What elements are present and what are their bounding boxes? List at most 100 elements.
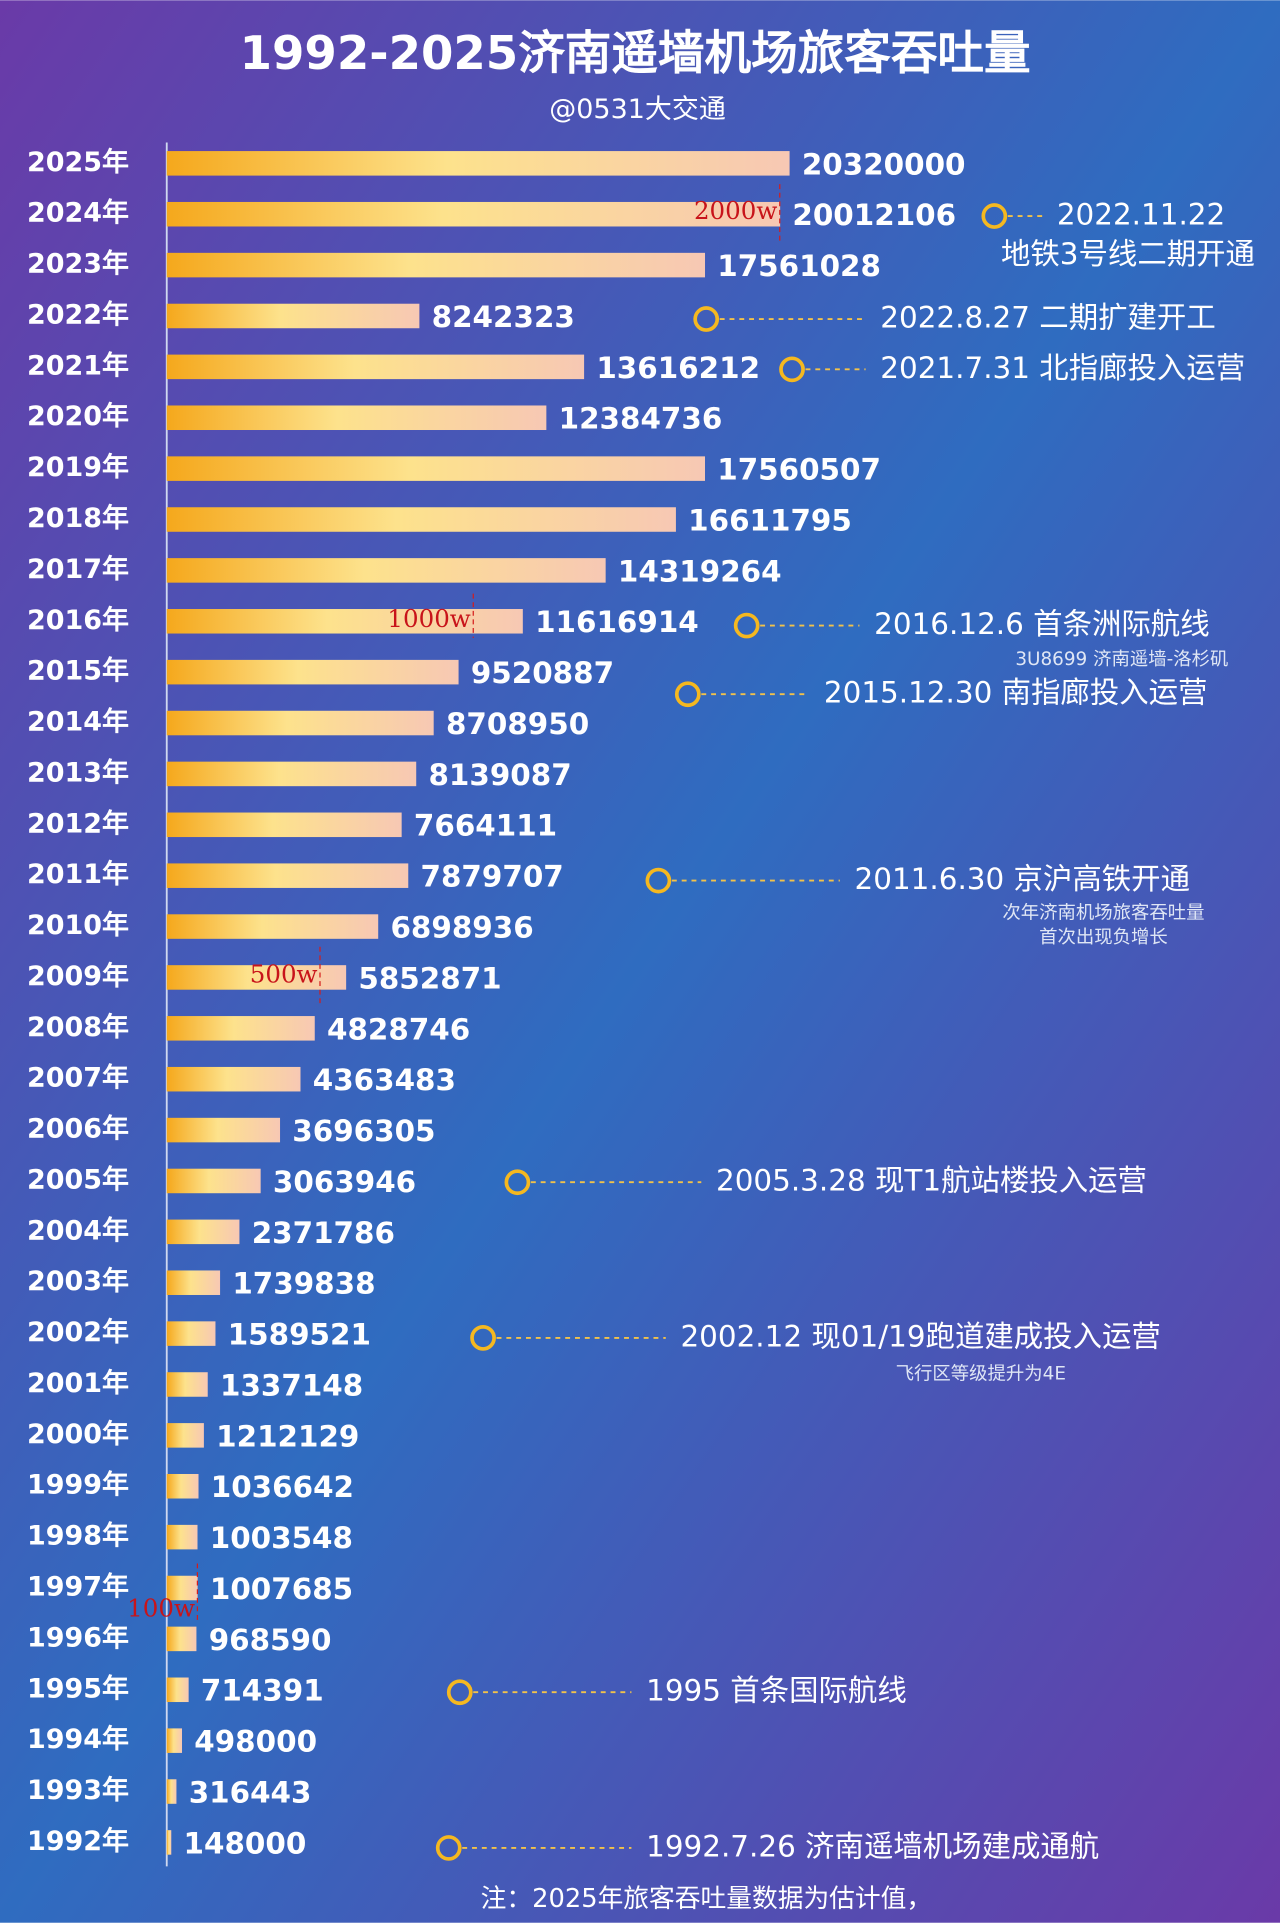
bar <box>166 303 420 329</box>
y-tick-label: 1996年 <box>27 1621 129 1653</box>
value-label: 5852871 <box>358 961 501 995</box>
annotation-note: 飞行区等级提升为4E <box>896 1364 1066 1385</box>
y-tick-label: 1998年 <box>27 1520 129 1552</box>
y-tick-label: 2015年 <box>27 655 129 687</box>
bar <box>166 1219 240 1245</box>
value-label: 1007685 <box>210 1572 353 1606</box>
annotation-text: 2015.12.30 南指廊投入运营 <box>824 676 1208 710</box>
y-tick-label: 1993年 <box>27 1774 129 1806</box>
annotation-dot <box>981 203 1008 229</box>
value-label: 1739838 <box>232 1267 375 1301</box>
annotation-note: 首次出现负增长 <box>1039 927 1168 948</box>
value-label: 4828746 <box>327 1012 470 1046</box>
annotation-dot <box>693 306 720 332</box>
y-tick-label: 2010年 <box>27 909 129 941</box>
annotation-dot <box>645 867 672 894</box>
reference-label: 1000w <box>387 604 470 633</box>
y-tick-label: 2006年 <box>27 1113 129 1145</box>
annotation-note: 次年济南机场旅客吞吐量 <box>1002 903 1204 924</box>
value-label: 316443 <box>189 1775 312 1809</box>
annotation-text: 2016.12.6 首条洲际航线 <box>874 607 1209 641</box>
annotation-text: 2005.3.28 现T1航站楼投入运营 <box>716 1164 1147 1198</box>
value-label: 16611795 <box>688 503 852 537</box>
value-label: 1589521 <box>228 1318 371 1352</box>
value-label: 7879707 <box>421 860 564 894</box>
bar <box>166 507 676 532</box>
y-tick-label: 2020年 <box>27 400 129 432</box>
value-label: 12384736 <box>559 402 723 436</box>
y-tick-label: 2023年 <box>27 248 129 280</box>
value-label: 1212129 <box>216 1419 359 1453</box>
bar <box>166 405 547 431</box>
bar <box>166 659 459 685</box>
bar <box>166 965 347 990</box>
reference-label: 2000w <box>694 196 777 225</box>
value-label: 1036642 <box>211 1470 354 1504</box>
y-tick-label: 2000年 <box>27 1418 129 1450</box>
bar <box>166 1575 198 1601</box>
annotation-text: 2002.12 现01/19跑道建成投入运营 <box>680 1319 1160 1353</box>
value-label: 17561028 <box>717 249 881 283</box>
bar <box>166 1524 198 1550</box>
annotation-dot <box>504 1169 531 1196</box>
annotation-dot <box>779 356 805 383</box>
bar <box>166 1677 189 1703</box>
y-tick-label: 2013年 <box>27 756 129 788</box>
value-label: 1337148 <box>220 1368 363 1402</box>
annotation-dot <box>446 1679 473 1706</box>
value-label: 14319264 <box>618 554 782 588</box>
y-tick-label: 2004年 <box>27 1214 129 1246</box>
reference-label: 500w <box>250 960 318 989</box>
value-label: 2371786 <box>252 1216 395 1250</box>
y-tick-label: 2003年 <box>27 1265 129 1297</box>
y-tick-label: 2017年 <box>27 553 129 585</box>
value-label: 8708950 <box>446 707 589 741</box>
bar <box>166 151 790 176</box>
bar <box>166 1779 177 1804</box>
bar <box>166 1117 281 1143</box>
bar <box>166 252 706 278</box>
annotation-text: 2022.11.22 <box>1057 198 1225 232</box>
annotation-text: 1992.7.26 济南遥墙机场建成通航 <box>646 1829 1099 1863</box>
value-label: 498000 <box>194 1725 317 1759</box>
annotation-dot <box>470 1325 496 1351</box>
y-tick-label: 2018年 <box>27 502 129 534</box>
bar <box>166 354 585 380</box>
value-label: 3696305 <box>292 1114 435 1148</box>
value-label: 3063946 <box>273 1165 416 1199</box>
y-tick-label: 1994年 <box>27 1723 129 1755</box>
y-tick-label: 2025年 <box>27 146 129 178</box>
value-label: 13616212 <box>596 351 760 385</box>
bar <box>166 1423 204 1448</box>
reference-label: 100w <box>127 1594 195 1623</box>
bar <box>166 710 434 736</box>
value-label: 20320000 <box>802 147 966 181</box>
annotation-dot <box>435 1835 462 1861</box>
bar <box>166 761 417 787</box>
y-tick-label: 2019年 <box>27 451 129 483</box>
y-tick-label: 2022年 <box>27 298 129 330</box>
bar <box>166 1270 221 1295</box>
y-tick-label: 2001年 <box>27 1367 129 1399</box>
y-tick-label: 2007年 <box>27 1062 129 1094</box>
bar <box>166 558 606 583</box>
value-label: 20012106 <box>792 198 956 232</box>
bar <box>166 914 379 939</box>
value-label: 7664111 <box>414 809 557 843</box>
y-tick-label: 1995年 <box>27 1672 129 1704</box>
value-label: 8139087 <box>428 758 571 792</box>
value-label: 4363483 <box>313 1063 456 1097</box>
y-tick-label: 1992年 <box>27 1825 129 1857</box>
value-label: 714391 <box>201 1674 324 1708</box>
bar <box>166 863 409 888</box>
bar <box>166 456 705 481</box>
bar <box>166 201 781 227</box>
value-label: 6898936 <box>390 911 533 945</box>
bar <box>166 609 523 634</box>
bar <box>166 1066 301 1092</box>
bar <box>166 1830 172 1855</box>
bar <box>166 1321 216 1346</box>
y-tick-label: 2024年 <box>27 197 129 229</box>
y-tick-label: 2005年 <box>27 1163 129 1195</box>
